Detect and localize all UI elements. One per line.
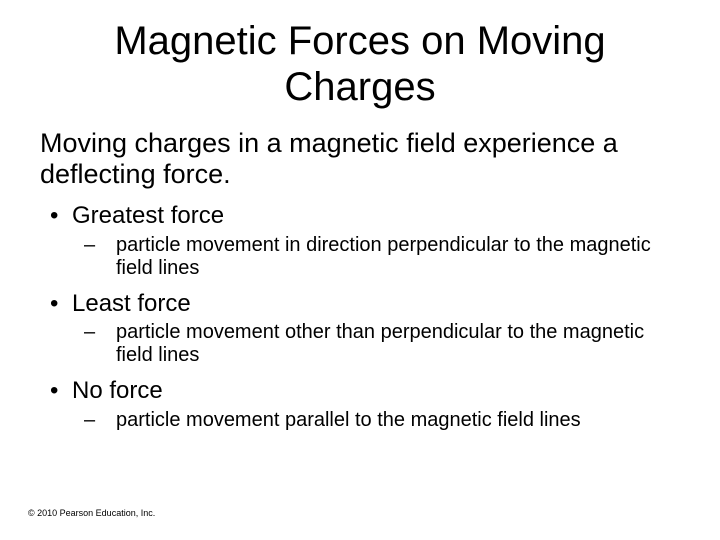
slide: Magnetic Forces on Moving Charges Moving… xyxy=(0,0,720,432)
bullet-sub: particle movement other than perpendicul… xyxy=(116,321,680,367)
bullet-sub: particle movement in direction perpendic… xyxy=(116,234,680,280)
bullet-heading: No force xyxy=(72,377,680,405)
copyright-text: © 2010 Pearson Education, Inc. xyxy=(28,508,155,518)
intro-text: Moving charges in a magnetic field exper… xyxy=(40,128,680,190)
bullet-heading: Greatest force xyxy=(72,202,680,230)
bullet-sub: particle movement parallel to the magnet… xyxy=(116,409,680,432)
slide-title: Magnetic Forces on Moving Charges xyxy=(40,18,680,110)
bullet-heading: Least force xyxy=(72,290,680,318)
